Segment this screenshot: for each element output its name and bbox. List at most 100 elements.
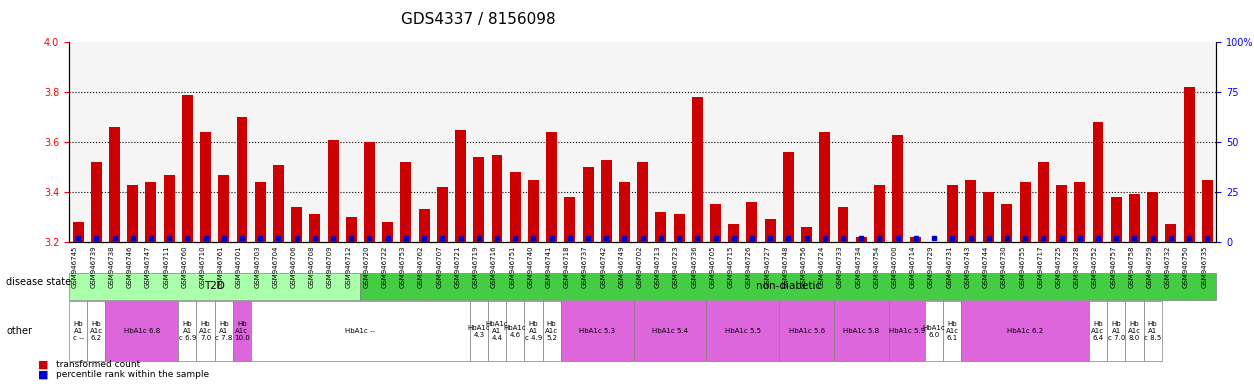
Bar — [619, 182, 630, 242]
Bar — [364, 142, 375, 242]
Text: GDS4337 / 8156098: GDS4337 / 8156098 — [401, 12, 556, 26]
Bar — [801, 227, 813, 242]
Bar — [782, 152, 794, 242]
Bar — [164, 175, 174, 242]
Text: GSM946714: GSM946714 — [910, 246, 915, 288]
Text: ■: ■ — [38, 369, 48, 379]
Text: HbA1c 6.8: HbA1c 6.8 — [124, 328, 161, 334]
Text: Hb
A1
c 8.5: Hb A1 c 8.5 — [1144, 321, 1161, 341]
Text: Hb
A1
c 4.9: Hb A1 c 4.9 — [524, 321, 542, 341]
Text: GSM946705: GSM946705 — [710, 246, 716, 288]
Text: GSM946746: GSM946746 — [127, 246, 133, 288]
Text: Hb
A1c
6.1: Hb A1c 6.1 — [946, 321, 959, 341]
Text: GSM946725: GSM946725 — [1056, 246, 1062, 288]
Bar — [400, 162, 411, 242]
Text: GSM946736: GSM946736 — [691, 246, 697, 288]
Text: GSM946716: GSM946716 — [492, 246, 497, 288]
Bar — [746, 202, 757, 242]
Text: GSM946735: GSM946735 — [1201, 246, 1208, 288]
Text: GSM946757: GSM946757 — [1110, 246, 1116, 288]
Text: GSM946761: GSM946761 — [218, 246, 223, 288]
Text: HbA1c
A1
4.4: HbA1c A1 4.4 — [485, 321, 508, 341]
Text: T2D: T2D — [204, 281, 226, 291]
Bar — [201, 132, 211, 242]
Text: GSM946703: GSM946703 — [255, 246, 261, 288]
Text: Hb
A1c
10.0: Hb A1c 10.0 — [234, 321, 250, 341]
Text: GSM946749: GSM946749 — [618, 246, 624, 288]
Bar — [838, 207, 849, 242]
Bar — [710, 205, 721, 242]
Text: Hb
A1
c --: Hb A1 c -- — [73, 321, 84, 341]
Text: HbA1c --: HbA1c -- — [345, 328, 375, 334]
Text: GSM946711: GSM946711 — [163, 246, 169, 288]
Bar — [1129, 195, 1140, 242]
Bar — [947, 185, 958, 242]
Text: GSM946731: GSM946731 — [947, 246, 952, 288]
Bar — [892, 135, 903, 242]
Bar — [929, 242, 939, 252]
Bar — [528, 180, 539, 242]
Text: GSM946732: GSM946732 — [1165, 246, 1171, 288]
Bar — [1147, 192, 1159, 242]
Text: GSM946755: GSM946755 — [1020, 246, 1026, 288]
Bar — [692, 97, 702, 242]
Text: GSM946751: GSM946751 — [509, 246, 515, 288]
Text: HbA1c 5.6: HbA1c 5.6 — [789, 328, 825, 334]
Bar — [109, 127, 120, 242]
Text: other: other — [6, 326, 33, 336]
Text: GSM946752: GSM946752 — [1092, 246, 1099, 288]
Text: GSM946744: GSM946744 — [983, 246, 988, 288]
Bar — [473, 157, 484, 242]
Bar — [218, 175, 229, 242]
Text: GSM946738: GSM946738 — [109, 246, 114, 288]
Bar — [673, 215, 685, 242]
Bar — [1075, 182, 1085, 242]
Text: GSM946742: GSM946742 — [601, 246, 606, 288]
Bar — [310, 215, 320, 242]
Text: HbA1c 5.4: HbA1c 5.4 — [652, 328, 688, 334]
Text: GSM946762: GSM946762 — [418, 246, 424, 288]
Bar — [1020, 182, 1031, 242]
Text: GSM946745: GSM946745 — [71, 246, 78, 288]
Text: GSM946748: GSM946748 — [782, 246, 789, 288]
Bar — [656, 212, 666, 242]
Bar — [855, 237, 867, 242]
Text: GSM946754: GSM946754 — [874, 246, 879, 288]
Bar — [436, 187, 448, 242]
Text: GSM946737: GSM946737 — [582, 246, 588, 288]
Bar — [419, 210, 430, 242]
Text: GSM946700: GSM946700 — [892, 246, 898, 288]
Bar — [583, 167, 593, 242]
Text: GSM946715: GSM946715 — [727, 246, 734, 288]
Bar — [819, 132, 830, 242]
Text: GSM946707: GSM946707 — [436, 246, 443, 288]
Text: GSM946739: GSM946739 — [90, 246, 97, 288]
Bar — [492, 155, 503, 242]
Bar — [237, 117, 247, 242]
Text: GSM946724: GSM946724 — [819, 246, 825, 288]
Text: GSM946734: GSM946734 — [855, 246, 861, 288]
Bar — [874, 185, 885, 242]
Text: GSM946729: GSM946729 — [928, 246, 934, 288]
Text: GSM946709: GSM946709 — [327, 246, 334, 288]
Text: Hb
A1
c 6.9: Hb A1 c 6.9 — [178, 321, 196, 341]
Bar — [1111, 197, 1121, 242]
Text: GSM946718: GSM946718 — [564, 246, 569, 288]
Text: GSM946730: GSM946730 — [1001, 246, 1007, 288]
Bar — [255, 182, 266, 242]
Text: HbA1c
4.3: HbA1c 4.3 — [468, 325, 490, 338]
Text: GSM946740: GSM946740 — [528, 246, 533, 288]
Text: GSM946758: GSM946758 — [1129, 246, 1135, 288]
Bar — [291, 207, 302, 242]
Text: GSM946726: GSM946726 — [746, 246, 752, 288]
Text: HbA1c 5.9: HbA1c 5.9 — [889, 328, 924, 334]
Bar — [509, 172, 520, 242]
Bar — [1092, 122, 1104, 242]
Text: GSM946756: GSM946756 — [800, 246, 806, 288]
Text: GSM946719: GSM946719 — [473, 246, 479, 288]
Bar — [327, 140, 339, 242]
Text: GSM946727: GSM946727 — [764, 246, 770, 288]
Bar — [729, 225, 739, 242]
Text: GSM946720: GSM946720 — [364, 246, 370, 288]
Text: HbA1c 5.3: HbA1c 5.3 — [579, 328, 616, 334]
